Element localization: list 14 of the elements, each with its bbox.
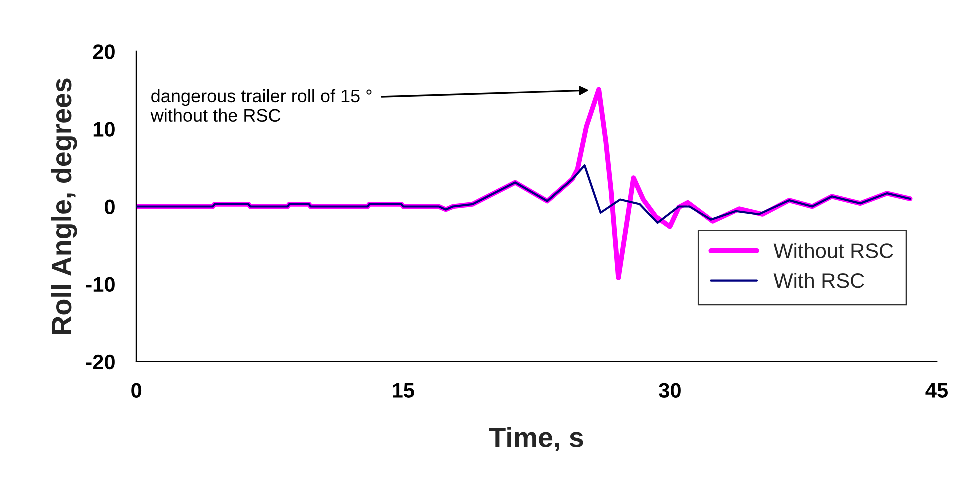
y-tick-label: 0 <box>105 200 115 214</box>
y-tick-label: -10 <box>86 277 115 292</box>
x-tick-label: 30 <box>659 383 681 398</box>
x-tick-label: 0 <box>132 383 142 398</box>
y-tick-label: -20 <box>86 354 115 370</box>
x-tick-label: 15 <box>393 383 414 398</box>
x-tick-label: 45 <box>926 383 948 398</box>
y-axis-title: Roll Angle, degrees <box>51 78 78 334</box>
y-tick-label: 20 <box>93 44 115 60</box>
legend-label: Without RSC <box>774 243 894 258</box>
y-tick-label: 10 <box>94 122 115 137</box>
x-axis-title: Time, s <box>489 427 584 452</box>
legend-label: With RSC <box>774 272 864 288</box>
annotation: dangerous trailer roll of 15 ° without the RSC <box>150 89 372 122</box>
